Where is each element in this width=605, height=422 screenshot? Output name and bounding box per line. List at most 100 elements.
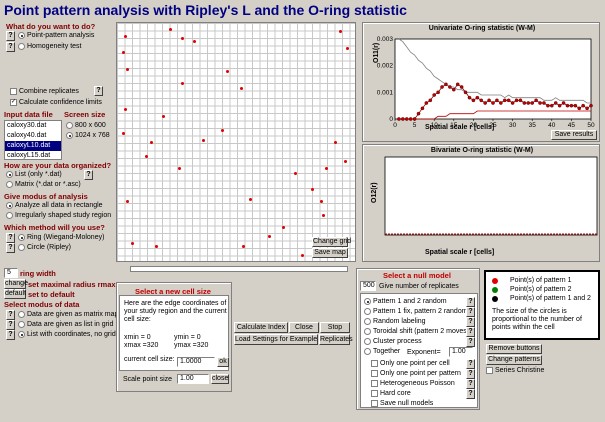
checkbox-label: Calculate confidence limits <box>19 99 102 106</box>
data-point <box>424 101 429 105</box>
null-option-4[interactable]: Cluster process <box>364 338 422 345</box>
series-christine-checkbox[interactable]: Series Christine <box>486 367 544 374</box>
scale-point-input[interactable]: 1.00 <box>177 374 209 384</box>
ring-width-input[interactable]: 5 <box>4 268 18 278</box>
help-null-1-button[interactable]: ? <box>466 307 475 317</box>
help-null-3-button[interactable]: ? <box>466 327 475 337</box>
data-point <box>487 98 491 103</box>
data-point <box>436 90 440 95</box>
check-hard-core[interactable]: Hard core <box>371 390 411 397</box>
help-q1b-button[interactable]: ? <box>6 42 15 52</box>
checkbox-icon: ✓ <box>10 99 17 106</box>
help-null-7-button[interactable]: ? <box>466 379 475 389</box>
help-null-4-button[interactable]: ? <box>466 337 475 347</box>
help-null-8-button[interactable]: ? <box>466 389 475 399</box>
conf-checkbox[interactable]: ✓ Calculate confidence limits <box>10 99 102 106</box>
default-button[interactable]: default <box>4 289 27 299</box>
help-q1-button[interactable]: ? <box>6 31 15 41</box>
null-option-1[interactable]: Pattern 1 fix, pattern 2 random <box>364 308 468 315</box>
modus-option-2[interactable]: List with coordinates, no grid <box>18 331 116 338</box>
modus-option-1[interactable]: Data are given as list in grid <box>18 321 113 328</box>
check-one-per-cell[interactable]: Only one point per cell <box>371 360 450 367</box>
cell-size-input[interactable]: 1.0000 <box>177 357 215 367</box>
change-rmax-button[interactable]: change <box>4 279 28 289</box>
save-results-button[interactable]: Save results <box>551 130 597 140</box>
replicates-button[interactable]: Replicates <box>319 334 353 345</box>
load-settings-button[interactable]: Load Settings for Example <box>234 334 318 345</box>
x-tick-label: 30 <box>509 122 517 129</box>
close-button[interactable]: Close <box>289 322 319 333</box>
help-modus2-button[interactable]: ? <box>6 320 15 330</box>
x-tick-label: 5 <box>413 122 417 129</box>
rmax-label: set maximal radius rmax <box>28 280 116 289</box>
modus-option-0[interactable]: Data are given as matrix map <box>18 311 118 318</box>
pattern-point <box>343 159 347 163</box>
organized-option-0[interactable]: List (only *.dat) <box>6 171 62 178</box>
cell-close-button[interactable]: close <box>211 374 229 384</box>
combine-checkbox[interactable]: Combine replicates <box>10 88 79 95</box>
q1-heading: What do you want to do? <box>6 22 96 31</box>
check-heterogeneous[interactable]: Heterogeneous Poisson <box>371 380 455 387</box>
null-option-5[interactable]: Together <box>364 348 400 355</box>
data-point <box>401 117 405 121</box>
data-point <box>408 117 413 121</box>
univariate-y-label: O11(r) <box>373 42 380 63</box>
xmin-value: xmin = 0 <box>124 334 151 341</box>
help-organized-button[interactable]: ? <box>84 170 93 180</box>
change-patterns-button[interactable]: Change patterns <box>486 355 542 365</box>
organized-option-1[interactable]: Matrix (*.dat or *.asc) <box>6 181 81 188</box>
file-item[interactable]: caloxy40.dat <box>7 132 47 139</box>
q1-option-0[interactable]: Point-pattern analysis <box>18 32 94 39</box>
series-line <box>398 110 591 120</box>
calculate-index-button[interactable]: Calculate Index <box>234 322 288 333</box>
option-label: List with coordinates, no grid <box>27 331 116 338</box>
pattern-point <box>121 51 125 55</box>
analysis-option-0[interactable]: Analyze all data in rectangle <box>6 202 103 209</box>
check-one-per-pattern[interactable]: Only one point per pattern <box>371 370 461 377</box>
file-item[interactable]: caloxy30.dat <box>7 122 47 129</box>
analysis-option-1[interactable]: Irregularly shaped study region <box>6 212 111 219</box>
help-null-5-button[interactable]: ? <box>466 359 475 369</box>
help-combine-button[interactable]: ? <box>94 86 103 96</box>
stop-button[interactable]: Stop <box>320 322 350 333</box>
screen-option-1[interactable]: 1024 x 768 <box>66 132 110 139</box>
help-modus1-button[interactable]: ? <box>6 310 15 320</box>
map-scrollbar[interactable] <box>130 266 348 272</box>
file-item-selected[interactable]: caloxyL10.dat <box>5 141 61 151</box>
help-method-button[interactable]: ? <box>6 233 15 243</box>
help-null-0-button[interactable]: ? <box>466 297 475 307</box>
x-tick-label: 0 <box>393 122 397 129</box>
help-method2-button[interactable]: ? <box>6 243 15 253</box>
data-point <box>432 93 436 97</box>
exponent-input[interactable]: 1.00 <box>449 347 473 357</box>
save-map-button[interactable]: Save map <box>312 248 348 258</box>
null-option-0[interactable]: Pattern 1 and 2 random <box>364 298 447 305</box>
replicates-input[interactable]: 500 <box>360 281 376 291</box>
point-pattern-map[interactable] <box>116 22 356 262</box>
pattern-point <box>192 39 196 43</box>
remove-buttons-button[interactable]: Remove buttons <box>486 344 542 354</box>
help-modus3-button[interactable]: ? <box>6 330 15 340</box>
option-label: Ring (Wiegand-Moloney) <box>27 234 105 241</box>
pattern-point <box>268 235 272 239</box>
check-save-null[interactable]: Save null models <box>371 400 433 407</box>
file-item[interactable]: caloxyL15.dat <box>7 152 51 159</box>
bivariate-plot-area <box>384 156 598 236</box>
screen-heading: Screen size <box>64 110 106 119</box>
data-point <box>546 103 550 108</box>
change-grid-button[interactable]: Change grid <box>312 237 352 247</box>
q1-option-1[interactable]: Homogeneity test <box>18 43 81 50</box>
method-option-1[interactable]: Circle (Ripley) <box>18 244 71 251</box>
null-option-3[interactable]: Toroidal shift (pattern 2 moves) <box>364 328 469 335</box>
method-option-0[interactable]: Ring (Wiegand-Moloney) <box>18 234 104 241</box>
series-line <box>398 38 591 104</box>
data-point <box>534 98 538 103</box>
screen-option-0[interactable]: 800 x 600 <box>66 122 106 129</box>
help-null-6-button[interactable]: ? <box>466 369 475 379</box>
null-option-2[interactable]: Random labeling <box>364 318 426 325</box>
radio-icon <box>364 308 371 315</box>
cell-ok-button[interactable]: ok <box>217 357 229 367</box>
pattern-point <box>301 254 305 258</box>
file-listbox[interactable]: caloxy30.dat caloxy40.dat caloxyL10.dat … <box>4 120 62 160</box>
help-null-2-button[interactable]: ? <box>466 317 475 327</box>
